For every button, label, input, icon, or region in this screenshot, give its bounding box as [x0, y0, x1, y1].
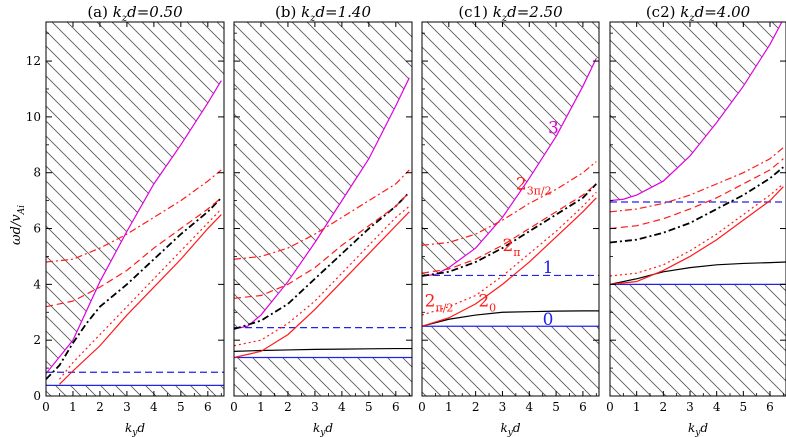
hatched-region-upper [610, 22, 782, 201]
series-black-solid [610, 261, 786, 285]
panel-3: 0 1 2 3 4 5 6 (c1) kzd=2.50 kyd 3 23π/2 2π 1 2π/2 20 0 [418, 3, 600, 437]
series-red-solid [59, 214, 222, 385]
hatched-region-lower [422, 326, 599, 396]
panel-title: (a) kzd=0.50 [87, 3, 183, 24]
series-upper-boundary [46, 80, 222, 375]
x-tick-label: 4 [525, 400, 533, 414]
series-black-dashdot [422, 183, 597, 277]
x-tick-label: 3 [311, 400, 319, 414]
x-tick-label: 6 [204, 400, 212, 414]
x-tick-label: 0 [230, 400, 238, 414]
x-tick-label: 2 [472, 400, 480, 414]
series-red-dashdot [46, 169, 222, 263]
curve-annotation: 3 [548, 119, 559, 139]
x-tick-label: 6 [392, 400, 400, 414]
plot-frame [609, 21, 786, 397]
curve-annotation: 2π [502, 236, 520, 259]
series-black-dashdot [610, 166, 784, 244]
x-axis-label: kyd [125, 421, 145, 437]
plot-area [610, 22, 786, 396]
series-black-solid [422, 310, 599, 327]
series-upper-boundary [422, 58, 597, 277]
x-tick-label: 5 [365, 400, 373, 414]
x-tick-label: 3 [686, 400, 694, 414]
panel-4: 0 1 2 3 4 5 6 (c2) kzd=4.00 kyd [606, 3, 786, 437]
curve-annotation: 23π/2 [516, 174, 552, 197]
curve-annotation: 20 [478, 292, 496, 315]
hatched-region-lower [234, 357, 412, 396]
curve-annotation: 1 [543, 258, 554, 278]
y-tick-label: 10 [26, 110, 41, 124]
series-black-solid [234, 347, 412, 352]
series-red-solid [610, 186, 784, 285]
plot-frame [233, 21, 413, 397]
x-tick-label: 2 [284, 400, 292, 414]
x-axis-label: kyd [688, 421, 708, 437]
x-tick-label: 1 [445, 400, 453, 414]
curve-annotation: 0 [543, 310, 554, 330]
x-tick-label: 2 [660, 400, 668, 414]
series-red-solid [422, 197, 597, 327]
x-tick-label: 0 [418, 400, 426, 414]
curve-annotation: 2π/2 [425, 292, 454, 315]
y-tick-label: 2 [33, 333, 41, 347]
x-axis-label: kyd [500, 421, 520, 437]
series-red-dot [610, 183, 784, 277]
series-red-dash [422, 183, 597, 274]
plot-area [234, 22, 412, 396]
x-tick-label: 4 [713, 400, 721, 414]
x-tick-label: 0 [606, 400, 614, 414]
panel-title: (c1) kzd=2.50 [458, 3, 563, 24]
y-tick-label: 6 [33, 222, 41, 236]
y-tick-label: 0 [33, 389, 41, 403]
x-axis-label: kyd [313, 421, 333, 437]
x-tick-label: 3 [123, 400, 131, 414]
series-red-dash [610, 158, 784, 230]
panel-title: (b) kzd=1.40 [275, 3, 371, 24]
hatched-region-upper [234, 22, 412, 330]
x-tick-label: 4 [338, 400, 346, 414]
x-tick-label: 6 [766, 400, 774, 414]
x-tick-label: 1 [69, 400, 77, 414]
y-axis-label: ωd/vAi [9, 205, 27, 245]
hatched-region-upper [46, 22, 224, 374]
x-tick-label: 1 [633, 400, 641, 414]
y-tick-label: 8 [33, 166, 41, 180]
hatched-region-upper [422, 22, 599, 276]
x-tick-label: 0 [42, 400, 50, 414]
panel-2: 0 1 2 3 4 5 6 (b) kzd=1.40 kyd [230, 3, 413, 437]
series-red-dot [422, 191, 597, 316]
x-tick-label: 1 [257, 400, 265, 414]
series-red-dashdot [422, 161, 597, 246]
series-upper-boundary [610, 22, 783, 202]
x-tick-label: 3 [499, 400, 507, 414]
hatched-region-lower [46, 385, 224, 396]
plot-frame [45, 21, 225, 397]
x-tick-label: 5 [177, 400, 185, 414]
series-red-dash [234, 191, 410, 299]
plot-frame [421, 21, 600, 397]
series-black-dashdot [234, 191, 410, 330]
y-tick-label: 12 [26, 54, 41, 68]
x-tick-label: 4 [150, 400, 158, 414]
hatched-region-lower [610, 284, 786, 396]
series-red-solid [234, 211, 410, 359]
series-red-dashdot [234, 169, 410, 260]
plot-area [46, 22, 224, 396]
plot-area [422, 22, 599, 396]
y-tick-label: 4 [33, 277, 41, 291]
x-tick-label: 2 [96, 400, 104, 414]
series-black-dashdot [46, 197, 222, 380]
x-tick-label: 6 [579, 400, 587, 414]
panel-title: (c2) kzd=4.00 [646, 3, 751, 24]
series-red-dashdot [610, 147, 784, 213]
x-tick-label: 5 [740, 400, 748, 414]
x-tick-label: 5 [552, 400, 560, 414]
